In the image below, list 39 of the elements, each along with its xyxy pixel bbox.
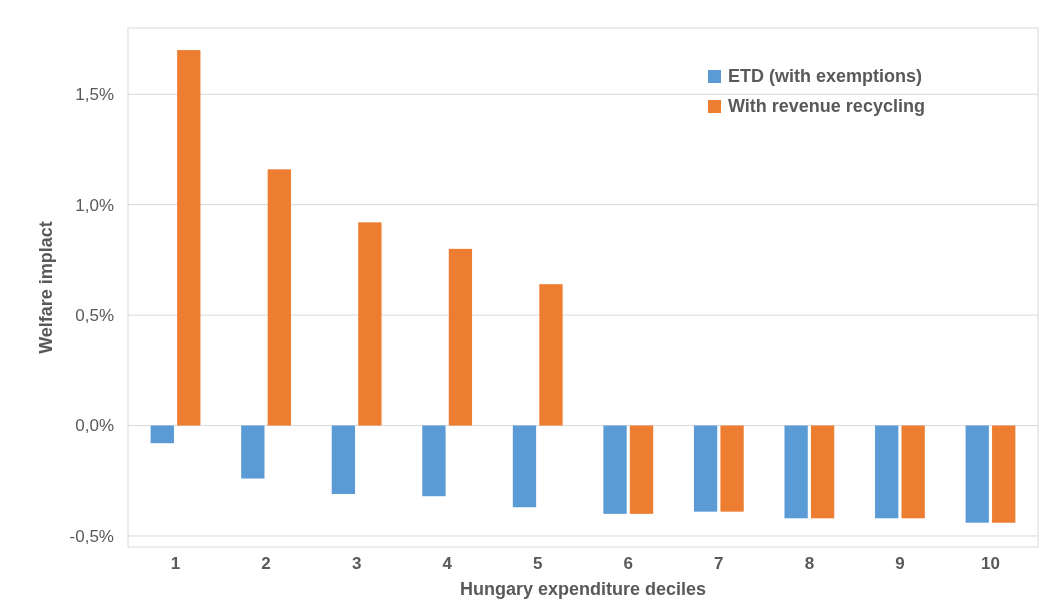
bar [422,425,446,497]
legend-label: ETD (with exemptions) [728,66,923,87]
bar [448,248,473,426]
x-axis-title: Hungary expenditure deciles [459,579,707,599]
y-axis-title: Welfare implact [36,221,56,354]
bar [603,425,627,514]
x-tick-label: 3 [351,554,362,573]
x-tick-label: 10 [981,554,1000,573]
bar [629,425,654,514]
x-tick-label: 9 [895,554,905,573]
bar [693,425,718,512]
x-tick-label: 6 [623,554,634,573]
bar [539,284,563,426]
y-tick-label: 0,5% [75,306,114,326]
x-tick-label: 5 [532,554,543,573]
bar [331,425,356,494]
bar [241,425,265,479]
bar [965,425,989,523]
x-tick-label: 8 [804,554,815,573]
y-tick-label: -0,5% [69,526,114,546]
bar [150,425,174,444]
legend-label: With revenue recycling [728,96,925,117]
bar [267,169,291,426]
x-tick-label: 7 [714,554,724,573]
bar [512,425,537,508]
bar [875,425,899,519]
y-tick-label: 1,5% [75,85,114,105]
x-tick-label: 1 [170,554,181,573]
bar [810,425,835,519]
bar [358,222,382,426]
bar [177,50,201,426]
bar [784,425,808,519]
y-tick-label: 0,0% [75,416,114,436]
x-tick-label: 2 [261,554,271,573]
bar [992,425,1016,523]
bar [720,425,744,512]
x-tick-label: 4 [442,554,453,573]
y-tick-label: 1,0% [75,195,114,215]
bar [901,425,925,519]
